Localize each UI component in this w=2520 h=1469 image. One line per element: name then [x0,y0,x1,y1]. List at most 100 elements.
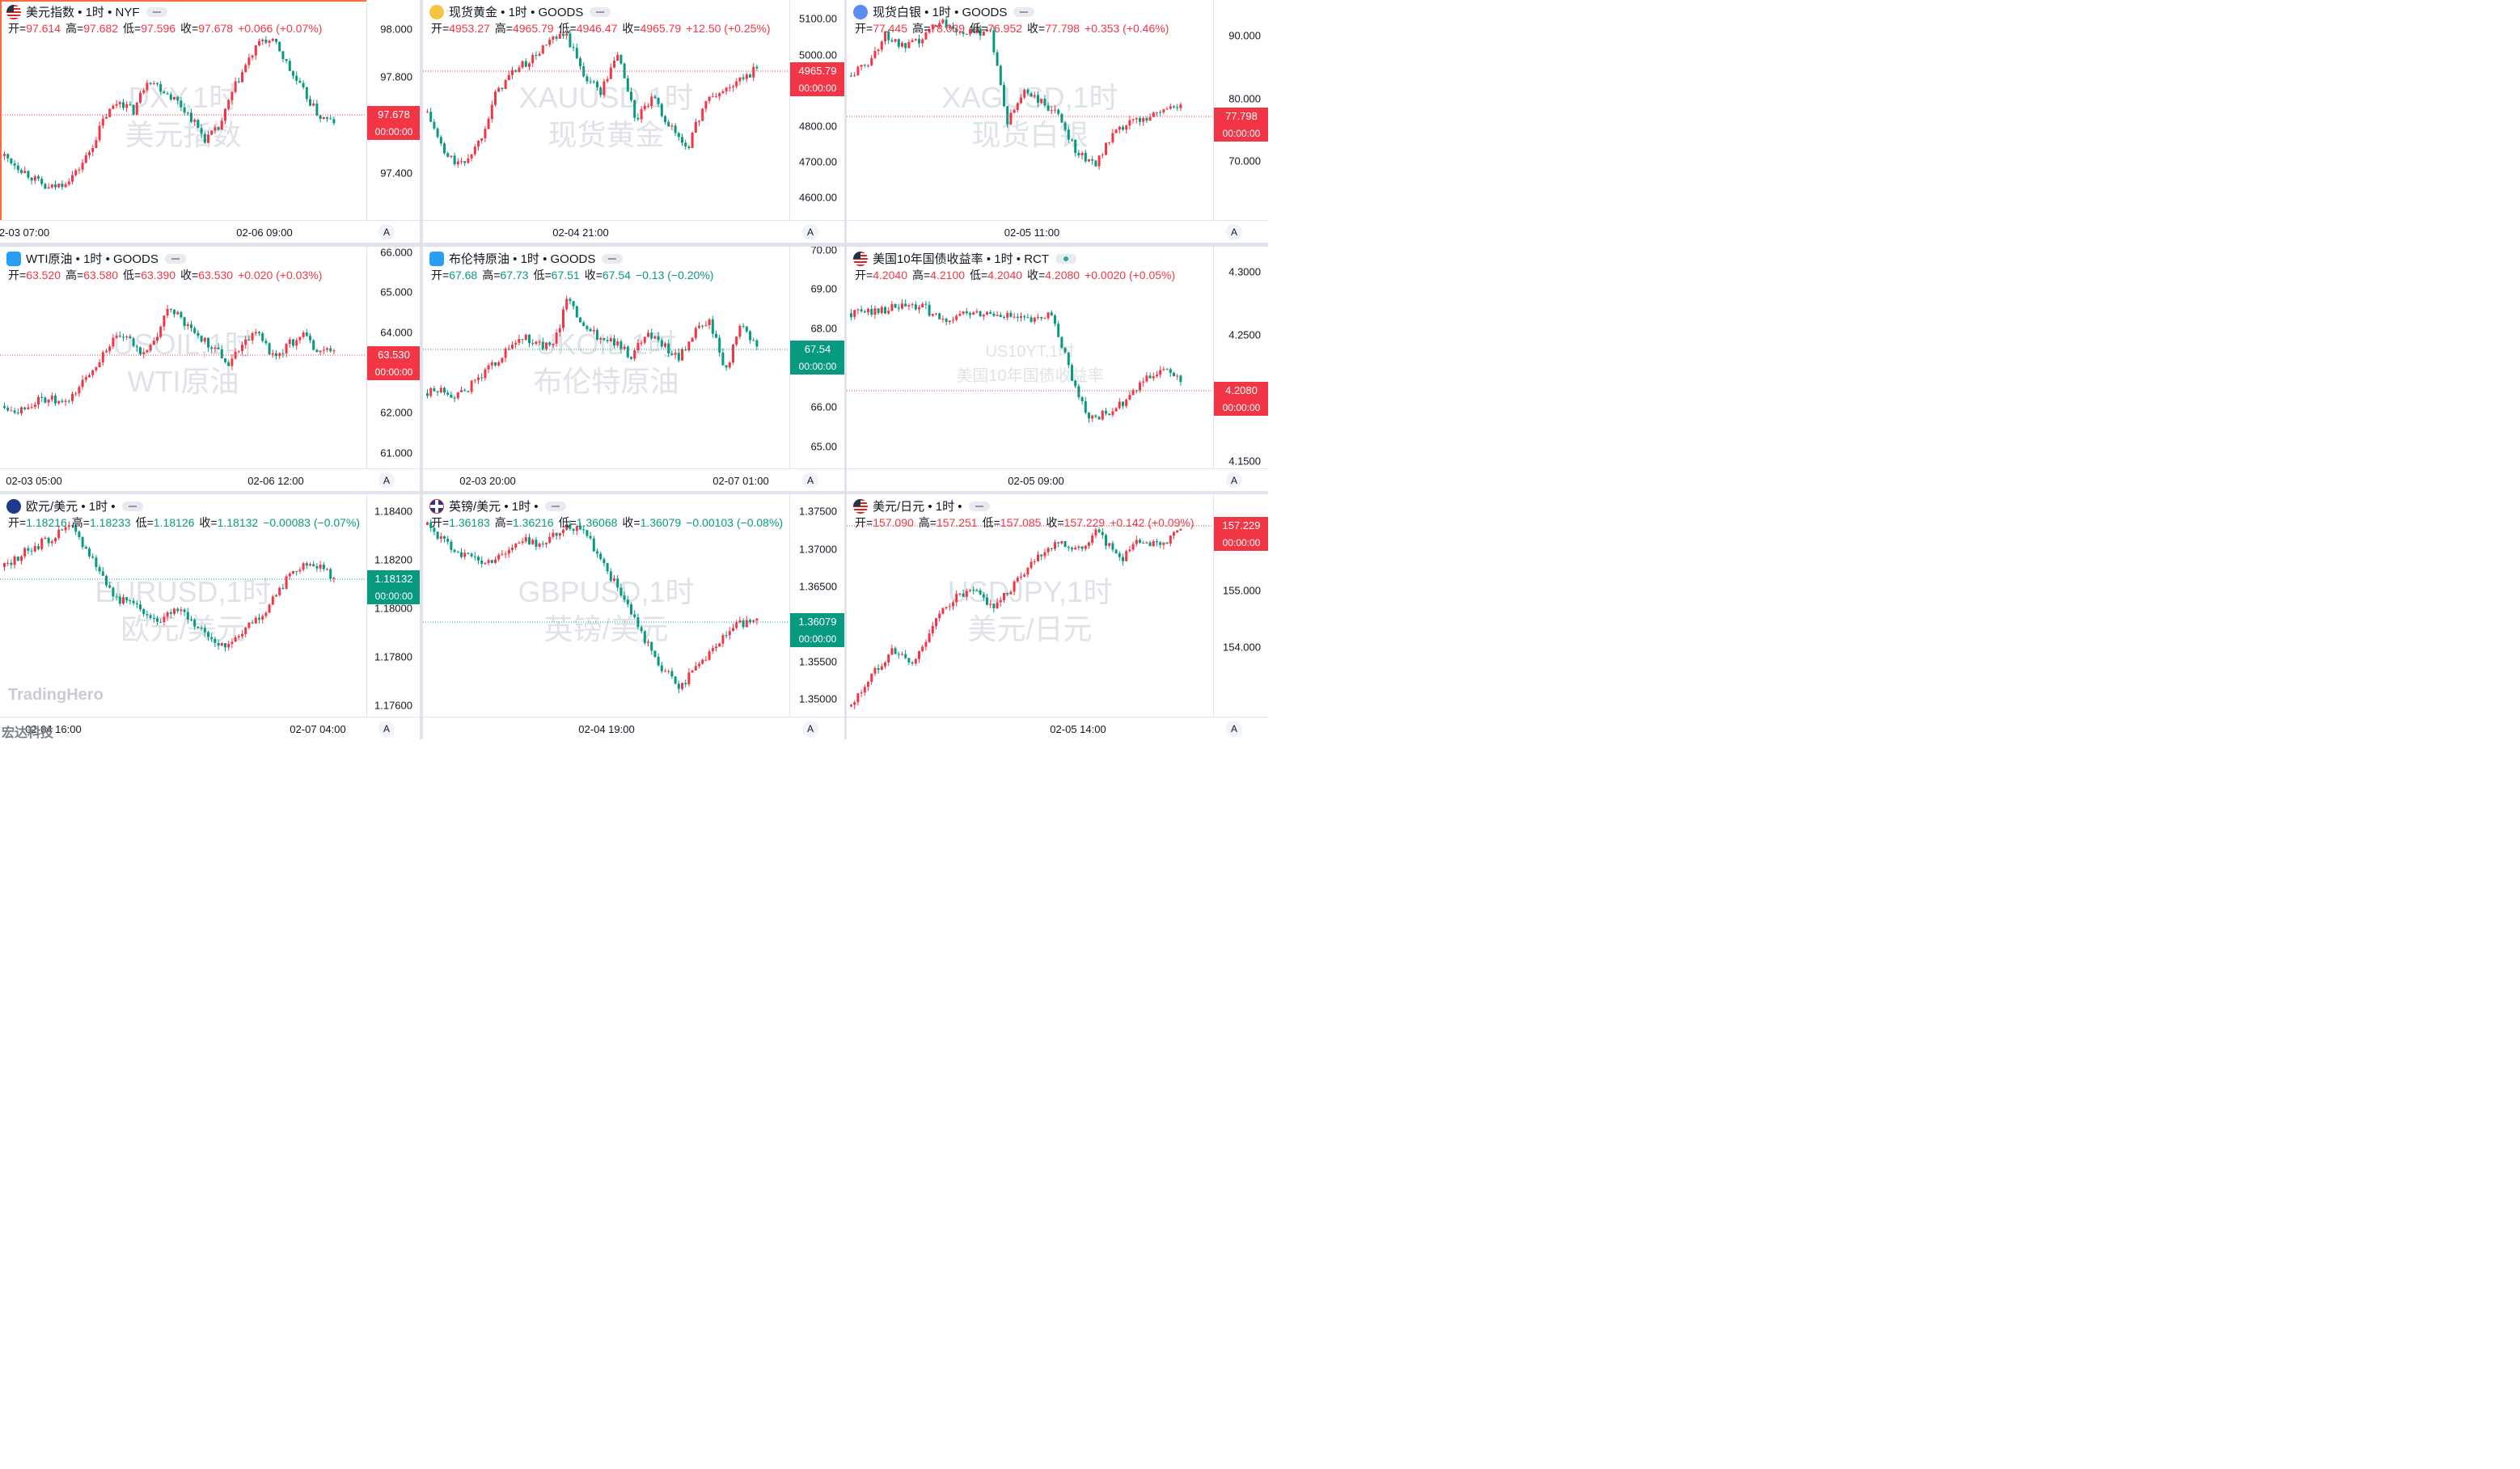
symbol-header[interactable]: 布伦特原油 • 1时 • GOODS [429,250,624,267]
price-tick-label: 1.17800 [374,650,412,663]
symbol-title[interactable]: 美元指数 • 1时 • NYF [26,6,140,19]
chart-panel-xau[interactable]: XAUUSD,1时 现货黄金 现货黄金 • 1时 • GOODS 开=4953.27 高… [423,0,844,243]
symbol-title[interactable]: 美国10年国债收益率 • 1时 • RCT [873,252,1050,266]
candlestick-plot[interactable] [847,0,1213,220]
symbol-header[interactable]: 现货黄金 • 1时 • GOODS [429,3,611,20]
time-axis[interactable]: 2-03 07:00 02-06 09:00 A [0,220,420,243]
chart-panel-gbpusd[interactable]: GBPUSD,1时 英镑/美元 英镑/美元 • 1时 • 开=1.36183 高=1.3… [423,494,844,739]
chart-panel-us10y[interactable]: US10YT,1时 美国10年国债收益率 美国10年国债收益率 • 1时 • RCT… [847,247,1268,491]
price-axis[interactable]: 1.37500 1.37000 1.36500 1.35500 1.35000 1.360… [789,494,844,717]
price-axis[interactable]: 98.000 97.800 97.400 97.678 00:00:00 [366,0,420,220]
ohlc-legend: 开=157.090 高=157.251 低=157.085 收=157.229 +0.1… [855,514,1194,531]
collapse-toggle-icon[interactable] [146,6,167,17]
collapse-toggle-icon[interactable] [121,501,143,511]
candle-body [586,530,589,536]
price-axis[interactable]: 90.000 80.000 70.000 77.798 00:00:00 [1213,0,1268,220]
time-axis[interactable]: 02-03 20:00 02-07 01:00 A [423,468,844,491]
time-axis[interactable]: 02-04 16:00 02-07 04:00 A [0,717,420,739]
candle-body [1114,408,1118,412]
candle-body [715,96,717,98]
candle-body [606,563,609,572]
price-axis[interactable]: 5100.00 5000.00 4800.00 4700.00 4600.00 4965.… [789,0,844,220]
candle-body [853,310,856,317]
candle-body [681,349,683,361]
chart-panel-xag[interactable]: XAGUSD,1时 现货白银 现货白银 • 1时 • GOODS 开=77.445 高=… [847,0,1268,243]
time-axis[interactable]: 02-05 14:00 A [847,717,1268,739]
auto-scale-button[interactable]: A [802,472,818,489]
collapse-toggle-icon[interactable] [968,501,990,511]
time-axis[interactable]: 02-03 05:00 02-06 12:00 A [0,468,420,491]
candle-body [429,522,433,528]
ohlc-value-low: 1.36068 [576,516,618,529]
auto-scale-button[interactable]: A [378,224,395,240]
candle-body [880,666,883,671]
market-open-icon[interactable] [1055,253,1077,264]
candle-body [237,636,240,638]
candlestick-plot[interactable] [0,247,366,468]
price-axis[interactable]: 4.3000 4.2500 4.1500 4.2080 00:00:00 [1213,247,1268,468]
collapse-toggle-icon[interactable] [1013,6,1035,17]
candlestick-plot[interactable] [423,494,789,717]
time-axis[interactable]: 02-04 19:00 A [423,717,844,739]
price-axis[interactable]: 66.000 65.000 64.000 62.000 61.000 63.530 00:0… [366,247,420,468]
candle-body [860,692,863,694]
auto-scale-button[interactable]: A [802,721,818,737]
candle-body [749,331,751,341]
time-axis[interactable]: 02-05 11:00 A [847,220,1268,243]
symbol-header[interactable]: 现货白银 • 1时 • GOODS [853,3,1035,20]
symbol-title[interactable]: 布伦特原油 • 1时 • GOODS [449,252,596,266]
symbol-title[interactable]: 美元/日元 • 1时 • [873,500,962,514]
symbol-header[interactable]: WTI原油 • 1时 • GOODS [6,250,186,267]
auto-scale-button[interactable]: A [1226,472,1242,489]
auto-scale-button[interactable]: A [378,472,395,489]
chart-panel-usdjpy[interactable]: USDJPY,1时 美元/日元 美元/日元 • 1时 • 开=157.090 高=157… [847,494,1268,739]
auto-scale-button[interactable]: A [378,721,395,737]
candlestick-plot[interactable] [0,0,366,220]
symbol-header[interactable]: 欧元/美元 • 1时 • [6,497,143,514]
candle-body [237,351,240,353]
symbol-title[interactable]: 英镑/美元 • 1时 • [449,500,539,514]
symbol-title[interactable]: WTI原油 • 1时 • GOODS [26,252,159,266]
candle-body [667,121,670,127]
auto-scale-button[interactable]: A [802,224,818,240]
collapse-toggle-icon[interactable] [164,253,186,264]
symbol-header[interactable]: 美元/日元 • 1时 • [853,497,990,514]
candlestick-plot[interactable] [0,494,366,717]
auto-scale-button[interactable]: A [1226,721,1242,737]
symbol-title[interactable]: 现货白银 • 1时 • GOODS [873,6,1008,19]
collapse-toggle-icon[interactable] [590,6,611,17]
candle-body [565,524,569,531]
chart-panel-brent[interactable]: UKOIL,1时 布伦特原油 布伦特原油 • 1时 • GOODS 开=67.68 高=… [423,247,844,491]
candle-body [315,103,319,116]
chart-panel-eurusd[interactable]: EURUSD,1时 欧元/美元 欧元/美元 • 1时 • 开=1.18216 高=1.1… [0,494,420,739]
chart-panel-dxy[interactable]: DXY,1时 美元指数 美元指数 • 1时 • NYF 开=97.614 高=97.68… [0,0,420,243]
time-axis[interactable]: 02-04 21:00 A [423,220,844,243]
candlestick-plot[interactable] [847,494,1213,717]
candle-body [210,130,214,135]
price-axis[interactable]: 1.18400 1.18200 1.18000 1.17800 1.17600 1.181… [366,494,420,717]
bar-countdown: 00:00:00 [1222,128,1261,139]
symbol-title[interactable]: 欧元/美元 • 1时 • [26,500,116,514]
collapse-toggle-icon[interactable] [602,253,624,264]
candlestick-plot[interactable] [423,0,789,220]
symbol-header[interactable]: 英镑/美元 • 1时 • [429,497,566,514]
candlestick-plot[interactable] [423,247,789,468]
time-axis[interactable]: 02-05 09:00 A [847,468,1268,491]
candle-body [653,336,657,339]
auto-scale-button[interactable]: A [1226,224,1242,240]
symbol-title[interactable]: 现货黄金 • 1时 • GOODS [449,6,584,19]
candle-body [302,563,305,570]
ohlc-value-close: 4965.79 [640,22,682,35]
collapse-toggle-icon[interactable] [544,501,566,511]
candle-body [958,32,962,33]
symbol-header[interactable]: 美国10年国债收益率 • 1时 • RCT [853,250,1077,267]
symbol-header[interactable]: 美元指数 • 1时 • NYF [6,3,167,20]
bar-countdown: 00:00:00 [798,633,837,645]
ohlc-value-high: 1.36216 [512,516,554,529]
candle-body [623,595,626,600]
price-axis[interactable]: 70.00 69.00 68.00 66.00 65.00 67.54 00:00:00 [789,247,844,468]
chart-panel-wti[interactable]: USOIL,1时 WTI原油 WTI原油 • 1时 • GOODS 开=63.520 高… [0,247,420,491]
candle-body [84,377,87,380]
candlestick-plot[interactable] [847,247,1213,468]
